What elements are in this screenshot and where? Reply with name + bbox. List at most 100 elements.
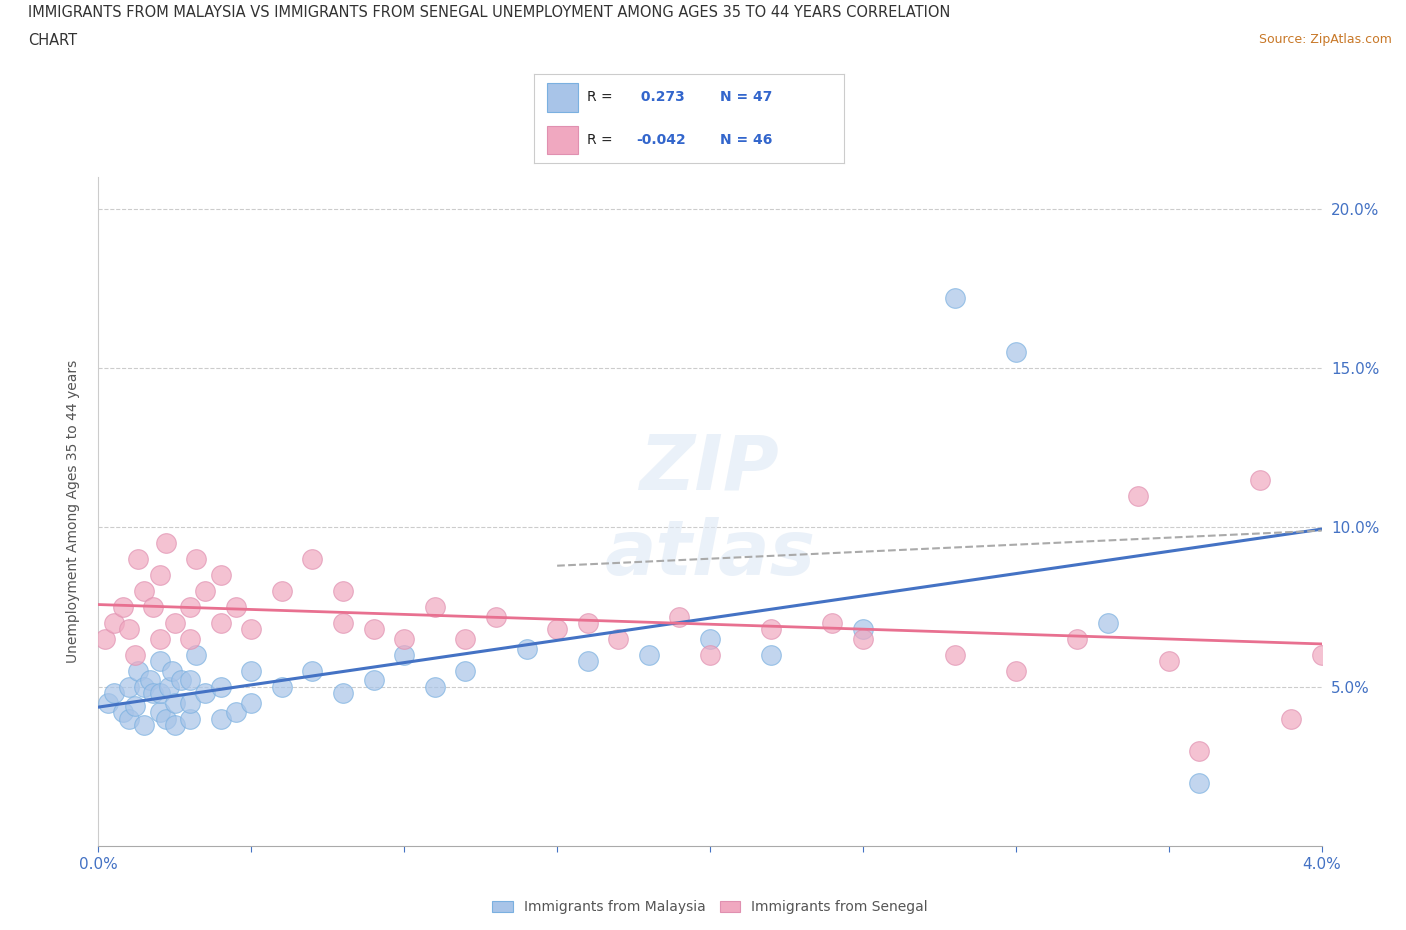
Point xyxy=(225,705,247,720)
Point xyxy=(209,680,232,695)
Legend: Immigrants from Malaysia, Immigrants from Senegal: Immigrants from Malaysia, Immigrants fro… xyxy=(486,895,934,920)
Point xyxy=(149,631,172,646)
Point xyxy=(423,680,446,695)
Point xyxy=(637,647,661,662)
Point xyxy=(155,536,177,551)
Point xyxy=(209,568,232,583)
Point xyxy=(332,685,354,700)
Point xyxy=(149,705,172,720)
Point xyxy=(209,616,232,631)
Text: R =: R = xyxy=(586,90,613,104)
Point xyxy=(118,622,141,637)
Text: CHART: CHART xyxy=(28,33,77,47)
Point xyxy=(225,600,247,615)
Bar xyxy=(547,84,578,112)
Point xyxy=(821,616,844,631)
Point xyxy=(139,673,162,688)
Point xyxy=(699,647,721,662)
Point xyxy=(332,584,354,599)
Text: R =: R = xyxy=(586,133,613,147)
Point xyxy=(270,584,294,599)
Point xyxy=(392,647,416,662)
Point xyxy=(546,622,568,637)
Point xyxy=(1066,631,1088,646)
Point xyxy=(194,685,217,700)
Point xyxy=(240,696,263,711)
Point xyxy=(179,631,201,646)
Point xyxy=(142,685,165,700)
Point xyxy=(170,673,193,688)
Point xyxy=(1097,616,1119,631)
Point xyxy=(118,680,141,695)
Point xyxy=(163,718,186,733)
Point xyxy=(179,600,201,615)
Point xyxy=(149,568,172,583)
Point xyxy=(155,711,177,726)
Point xyxy=(149,654,172,669)
Point xyxy=(118,711,141,726)
Point xyxy=(160,663,183,678)
Point xyxy=(124,698,146,713)
Point xyxy=(134,584,156,599)
Point xyxy=(454,631,477,646)
Text: 0.273: 0.273 xyxy=(637,90,685,104)
Point xyxy=(111,705,134,720)
Text: ZIP
atlas: ZIP atlas xyxy=(605,432,815,591)
Point xyxy=(103,616,125,631)
Point xyxy=(943,290,966,305)
Text: N = 47: N = 47 xyxy=(720,90,772,104)
Point xyxy=(163,616,186,631)
Point xyxy=(127,663,149,678)
Point xyxy=(1249,472,1271,487)
Text: IMMIGRANTS FROM MALAYSIA VS IMMIGRANTS FROM SENEGAL UNEMPLOYMENT AMONG AGES 35 T: IMMIGRANTS FROM MALAYSIA VS IMMIGRANTS F… xyxy=(28,5,950,20)
Point xyxy=(103,685,125,700)
Point xyxy=(363,622,385,637)
Point xyxy=(194,584,217,599)
Point xyxy=(142,600,165,615)
Point xyxy=(179,711,201,726)
Point xyxy=(134,718,156,733)
Point xyxy=(759,622,782,637)
Point xyxy=(179,696,201,711)
Point xyxy=(1188,775,1211,790)
Point xyxy=(576,616,599,631)
Point xyxy=(576,654,599,669)
Point xyxy=(516,641,538,656)
Point xyxy=(301,551,323,566)
Point xyxy=(1128,488,1150,503)
Point xyxy=(1310,647,1333,662)
Point xyxy=(485,609,508,624)
Point xyxy=(454,663,477,678)
Point xyxy=(1279,711,1302,726)
Point xyxy=(392,631,416,646)
Point xyxy=(759,647,782,662)
Point xyxy=(209,711,232,726)
Bar xyxy=(547,126,578,154)
Y-axis label: Unemployment Among Ages 35 to 44 years: Unemployment Among Ages 35 to 44 years xyxy=(66,360,80,663)
Point xyxy=(1157,654,1180,669)
Point xyxy=(186,647,208,662)
Point xyxy=(149,685,172,700)
Point xyxy=(127,551,149,566)
Point xyxy=(301,663,323,678)
Point xyxy=(124,647,146,662)
Point xyxy=(134,680,156,695)
Point xyxy=(363,673,385,688)
Point xyxy=(1004,345,1026,360)
Point xyxy=(1004,663,1026,678)
Point xyxy=(852,631,875,646)
Point xyxy=(163,696,186,711)
Point xyxy=(607,631,630,646)
Point xyxy=(97,696,120,711)
Point xyxy=(1188,743,1211,758)
Point xyxy=(179,673,201,688)
Text: -0.042: -0.042 xyxy=(637,133,686,147)
Point xyxy=(270,680,294,695)
Text: N = 46: N = 46 xyxy=(720,133,772,147)
Point xyxy=(240,622,263,637)
Text: Source: ZipAtlas.com: Source: ZipAtlas.com xyxy=(1258,33,1392,46)
Point xyxy=(699,631,721,646)
Point xyxy=(240,663,263,678)
Point xyxy=(943,647,966,662)
Point xyxy=(668,609,690,624)
